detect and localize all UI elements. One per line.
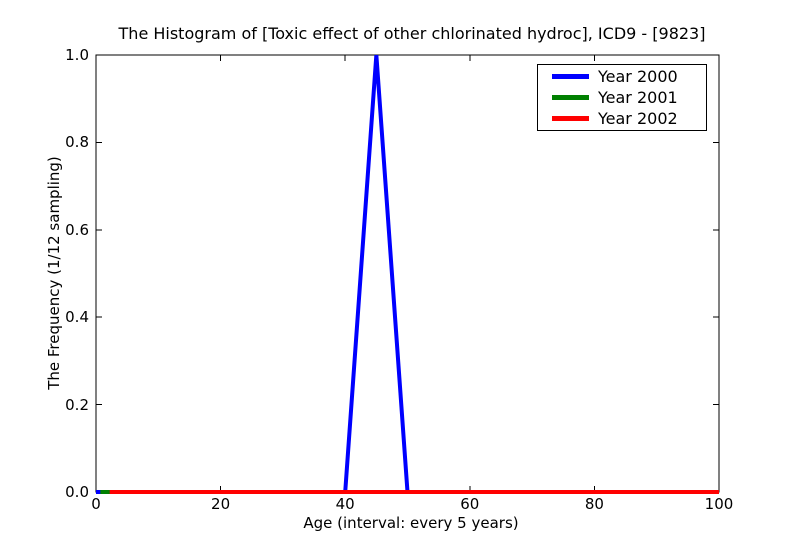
legend-line-sample — [552, 95, 589, 100]
y-tick-label: 0.6 — [65, 220, 89, 239]
y-tick-label: 0.4 — [65, 308, 89, 327]
x-tick-label: 40 — [335, 495, 355, 513]
x-tick-label: 60 — [460, 495, 480, 513]
x-tick-label: 100 — [704, 495, 734, 513]
chart-title: The Histogram of [Toxic effect of other … — [118, 24, 706, 43]
legend-line-sample — [552, 116, 589, 121]
y-tick-label: 0.2 — [65, 395, 89, 414]
y-axis-label: The Frequency (1/12 sampling) — [45, 156, 63, 390]
legend-label: Year 2002 — [598, 108, 678, 128]
x-tick-label: 0 — [91, 495, 101, 513]
x-tick-label: 80 — [584, 495, 604, 513]
legend-label: Year 2000 — [598, 66, 678, 86]
y-tick-label: 1.0 — [65, 46, 89, 64]
x-axis-label: Age (interval: every 5 years) — [303, 514, 519, 532]
legend-item-year-2001: Year 2001 — [538, 87, 706, 108]
series-lines-group — [96, 55, 719, 494]
x-tick-label: 20 — [211, 495, 231, 513]
y-tick-label: 0.8 — [65, 133, 89, 152]
legend-label: Year 2001 — [598, 87, 678, 107]
legend-line-sample — [552, 74, 589, 79]
legend: Year 2000 Year 2001 Year 2002 — [537, 64, 707, 131]
legend-item-year-2000: Year 2000 — [538, 66, 706, 87]
legend-item-year-2002: Year 2002 — [538, 108, 706, 129]
y-tick-label: 0.0 — [65, 483, 89, 501]
